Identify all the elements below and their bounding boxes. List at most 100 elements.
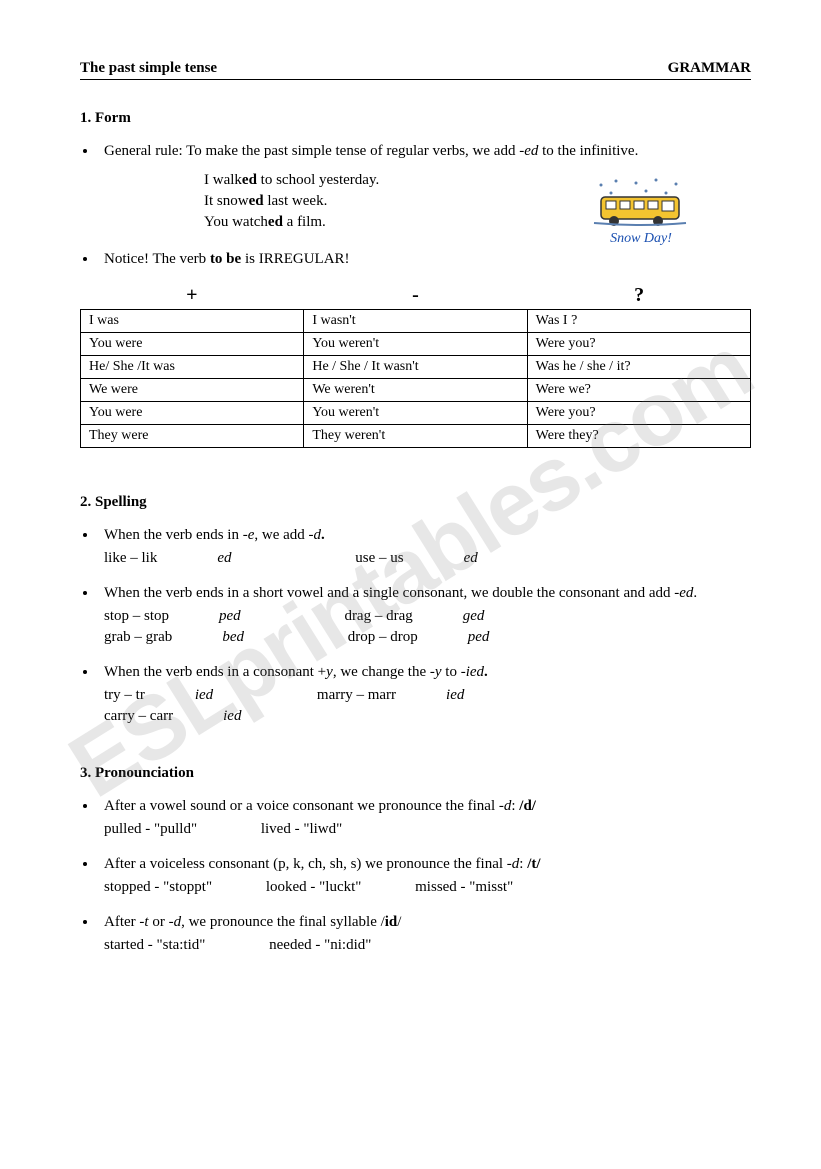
example: needed - "ni:did": [269, 935, 371, 956]
examples: try – tried marry – married carry – carr…: [104, 685, 751, 727]
table-cell: He / She / It wasn't: [304, 356, 527, 379]
table-cell: You weren't: [304, 333, 527, 356]
text: stop – stop: [104, 606, 169, 627]
text: to school yesterday.: [257, 172, 379, 188]
examples: stop – stopped drag – dragged grab – gra…: [104, 606, 751, 648]
list-item: After a voiceless consonant (p, k, ch, s…: [98, 856, 751, 898]
text: When the verb ends in a short vowel and …: [104, 585, 674, 601]
section-2-title: 2. Spelling: [80, 494, 751, 511]
example: pulled - "pulld": [104, 819, 197, 840]
header-row: The past simple tense GRAMMAR: [80, 60, 751, 80]
text: /t/: [527, 856, 540, 872]
examples: stopped - "stoppt" looked - "luckt" miss…: [104, 877, 751, 898]
table-cell: You were: [81, 402, 304, 425]
table-row: He/ She /It wasHe / She / It wasn'tWas h…: [81, 356, 751, 379]
snow-day-image: Snow Day!: [581, 175, 701, 247]
text: -t: [139, 914, 148, 930]
text: ed: [217, 548, 231, 569]
table-cell: Was he / she / it?: [527, 356, 750, 379]
bold-suffix: ed: [242, 172, 257, 188]
text: ed: [464, 548, 478, 569]
col-plus: +: [80, 284, 304, 307]
text: , we change the: [333, 664, 430, 680]
example: missed - "misst": [415, 877, 513, 898]
conjugation-table: I wasI wasn'tWas I ?You wereYou weren'tW…: [80, 309, 751, 448]
text: .: [484, 664, 488, 680]
table-header-row: + - ?: [80, 284, 751, 307]
table-row: They wereThey weren'tWere they?: [81, 425, 751, 448]
table-cell: You were: [81, 333, 304, 356]
example: marry – married: [317, 685, 514, 706]
snow-caption: Snow Day!: [581, 231, 701, 247]
section-1-title: 1. Form: [80, 110, 751, 127]
rule-text: General rule: To make the past simple te…: [104, 143, 519, 159]
example: looked - "luckt": [266, 877, 362, 898]
section-3-list: After a vowel sound or a voice consonant…: [98, 798, 751, 956]
text: -y: [430, 664, 442, 680]
text: Notice! The verb: [104, 251, 210, 267]
example: carry – carried: [104, 706, 291, 727]
example: use – used: [355, 548, 538, 569]
text: or: [149, 914, 169, 930]
table-cell: I wasn't: [304, 310, 527, 333]
text: a film.: [283, 214, 326, 230]
text: , we pronounce the final syllable /: [181, 914, 385, 930]
page-title: The past simple tense: [80, 60, 217, 77]
text: -d: [499, 798, 512, 814]
rule-suffix-ed: -ed: [519, 143, 538, 159]
table-cell: Were they?: [527, 425, 750, 448]
example: started - "sta:tid": [104, 935, 205, 956]
text: marry – marr: [317, 685, 396, 706]
text: .: [321, 527, 325, 543]
text: drag – drag: [344, 606, 412, 627]
text: drop – drop: [348, 627, 418, 648]
text: When the verb ends in: [104, 527, 243, 543]
page-category: GRAMMAR: [668, 60, 751, 77]
table-cell: They were: [81, 425, 304, 448]
text: I walk: [204, 172, 242, 188]
col-question: ?: [527, 284, 751, 307]
text: -d: [309, 527, 322, 543]
table-cell: We were: [81, 379, 304, 402]
table-cell: He/ She /It was: [81, 356, 304, 379]
text: After a vowel sound or a voice consonant…: [104, 798, 499, 814]
table-row: You wereYou weren'tWere you?: [81, 333, 751, 356]
text: ied: [223, 706, 241, 727]
example: stop – stop ped: [104, 606, 291, 627]
table-cell: Were we?: [527, 379, 750, 402]
table-row: We wereWe weren'tWere we?: [81, 379, 751, 402]
table-cell: You weren't: [304, 402, 527, 425]
examples: started - "sta:tid" needed - "ni:did": [104, 935, 751, 956]
list-item: After a vowel sound or a voice consonant…: [98, 798, 751, 840]
bold-suffix: ed: [249, 193, 264, 209]
examples: pulled - "pulld" lived - "liwd": [104, 819, 751, 840]
text: -ed: [674, 585, 693, 601]
text: ped: [468, 627, 490, 648]
text: try – tr: [104, 685, 145, 706]
text: It snow: [204, 193, 249, 209]
rule-text-end: to the infinitive.: [538, 143, 638, 159]
text: After a voiceless consonant (p, k, ch, s…: [104, 856, 507, 872]
text: After: [104, 914, 139, 930]
text: like – lik: [104, 548, 157, 569]
table-cell: Were you?: [527, 402, 750, 425]
table-cell: They weren't: [304, 425, 527, 448]
list-item: Notice! The verb to be is IRREGULAR!: [98, 251, 751, 268]
text: ped: [219, 606, 241, 627]
col-minus: -: [304, 284, 528, 307]
document-page: ESLprintables.com The past simple tense …: [0, 0, 821, 1032]
bold-suffix: ed: [268, 214, 283, 230]
section-2-list: When the verb ends in -e, we add -d. lik…: [98, 527, 751, 727]
verb-tobe: to be: [210, 251, 241, 267]
example: like – lik ed: [104, 548, 292, 569]
text: id: [385, 914, 398, 930]
example: grab – grabbed: [104, 627, 294, 648]
text: ied: [195, 685, 213, 706]
example: try – tr ied: [104, 685, 263, 706]
examples: like – lik ed use – used: [104, 548, 751, 569]
table-row: You wereYou weren'tWere you?: [81, 402, 751, 425]
list-item: When the verb ends in a short vowel and …: [98, 585, 751, 648]
text: /: [397, 914, 401, 930]
text: to: [442, 664, 461, 680]
text: .: [693, 585, 697, 601]
